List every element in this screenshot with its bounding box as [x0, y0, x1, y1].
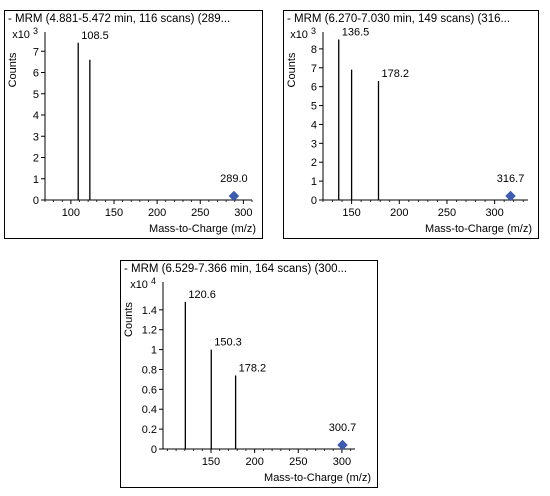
x-tick-label: 150	[342, 207, 360, 219]
y-tick-label: 0	[151, 444, 157, 456]
y-tick-label: 2	[311, 157, 317, 169]
y-tick-label: 4	[311, 119, 317, 131]
y-tick-label: 1.4	[142, 305, 157, 317]
x-tick-label: 300	[485, 207, 503, 219]
peak-label: 136.5	[342, 26, 370, 38]
chart-title: - MRM (4.881-5.472 min, 116 scans) (289.…	[8, 13, 230, 25]
chart-panel-1: - MRM (4.881-5.472 min, 116 scans) (289.…	[4, 10, 263, 239]
y-axis-label: Counts	[7, 52, 19, 87]
y-tick-label: 4	[33, 110, 39, 122]
y-tick-label: 0.4	[142, 404, 157, 416]
y-tick-label: 8	[311, 44, 317, 56]
y-tick-label: 1	[151, 345, 157, 357]
precursor-marker	[505, 190, 516, 202]
x-tick-label: 150	[105, 207, 123, 219]
y-tick-label: 7	[33, 46, 39, 58]
y-exponent-label: x10 4	[130, 276, 156, 291]
y-tick-label: 0	[33, 195, 39, 207]
x-tick-label: 250	[289, 456, 307, 468]
y-exponent-label: x10 3	[12, 26, 38, 41]
peak-label: 178.2	[239, 362, 267, 374]
x-tick-label: 300	[333, 456, 351, 468]
x-tick-label: 200	[390, 207, 408, 219]
x-tick-label: 200	[245, 456, 263, 468]
y-axis-label: Counts	[123, 302, 135, 337]
peak-label: 120.6	[188, 289, 216, 301]
precursor-label: 289.0	[220, 173, 248, 185]
x-axis-label: Mass-to-Charge (m/z)	[425, 223, 532, 235]
y-tick-label: 7	[311, 63, 317, 75]
x-axis-label: Mass-to-Charge (m/z)	[264, 472, 371, 484]
y-tick-label: 0	[311, 195, 317, 207]
y-tick-label: 3	[311, 138, 317, 150]
x-tick-label: 100	[62, 207, 80, 219]
precursor-marker	[228, 190, 240, 202]
y-tick-label: 5	[311, 101, 317, 113]
y-axis-label: Counts	[286, 52, 298, 87]
peak-label: 178.2	[381, 68, 409, 80]
chart-frame	[4, 10, 263, 239]
y-exponent-label: x10 3	[290, 26, 316, 41]
y-tick-label: 6	[311, 82, 317, 94]
precursor-label: 316.7	[497, 173, 525, 185]
y-tick-label: 0.6	[142, 384, 157, 396]
x-tick-label: 200	[148, 207, 166, 219]
y-tick-label: 0.8	[142, 364, 157, 376]
x-tick-label: 150	[202, 456, 220, 468]
x-tick-label: 250	[438, 207, 456, 219]
y-tick-label: 1	[311, 176, 317, 188]
peak-label: 150.3	[214, 337, 242, 349]
chart-title: - MRM (6.529-7.366 min, 164 scans) (300.…	[124, 263, 347, 275]
y-tick-label: 6	[33, 68, 39, 80]
y-tick-label: 1.2	[142, 325, 157, 337]
peak-label: 108.5	[81, 30, 109, 42]
precursor-marker	[337, 439, 348, 451]
y-tick-label: 2	[33, 153, 39, 165]
y-tick-label: 1	[33, 174, 39, 186]
chart-panel-2: - MRM (6.270-7.030 min, 149 scans) (316.…	[283, 10, 539, 239]
chart-title: - MRM (6.270-7.030 min, 149 scans) (316.…	[287, 13, 510, 25]
precursor-label: 300.7	[329, 422, 357, 434]
y-tick-label: 5	[33, 89, 39, 101]
x-axis-label: Mass-to-Charge (m/z)	[149, 223, 256, 235]
chart-panel-3: - MRM (6.529-7.366 min, 164 scans) (300.…	[120, 260, 378, 488]
x-tick-label: 300	[234, 207, 252, 219]
x-tick-label: 250	[191, 207, 209, 219]
y-tick-label: 0.2	[142, 424, 157, 436]
y-tick-label: 3	[33, 131, 39, 143]
